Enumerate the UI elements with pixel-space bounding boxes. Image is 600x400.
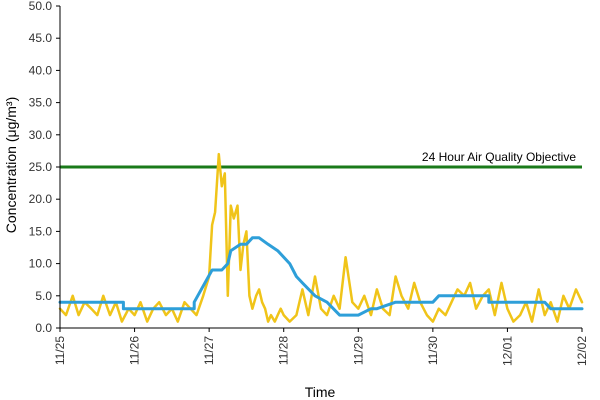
- x-tick-label: 11/28: [277, 336, 291, 365]
- x-tick-label: 12/01: [500, 336, 514, 366]
- y-tick-label: 5.0: [35, 289, 52, 303]
- y-axis-ticks: 0.0 5.0 10.0 15.0 20.0 25.0 30.0 35.0 40.0 45.0 50…: [29, 0, 60, 335]
- x-tick-label: 11/27: [202, 336, 216, 365]
- y-tick-label: 35.0: [29, 96, 53, 110]
- x-tick-label: 12/02: [575, 336, 589, 366]
- x-axis-ticks: 11/25 11/26 11/27 11/28 11/29 11/30 12/01 12/02: [53, 328, 589, 366]
- y-tick-label: 25.0: [29, 160, 53, 174]
- y-tick-label: 45.0: [29, 31, 53, 45]
- x-axis-title: Time: [305, 384, 336, 400]
- x-tick-label: 11/25: [53, 336, 67, 365]
- x-tick-label: 11/29: [351, 336, 365, 365]
- y-tick-label: 40.0: [29, 63, 53, 77]
- y-tick-label: 50.0: [29, 0, 53, 13]
- rolling-average-series: [58, 236, 584, 317]
- x-tick-label: 11/26: [128, 336, 142, 365]
- reference-line-group: 24 Hour Air Quality Objective: [60, 150, 582, 169]
- y-tick-label: 15.0: [29, 224, 53, 238]
- reference-line-label: 24 Hour Air Quality Objective: [422, 150, 576, 164]
- y-axis-title: Concentration (μg/m³): [3, 97, 19, 233]
- hourly-concentration-series: [58, 152, 584, 323]
- y-tick-label: 0.0: [35, 321, 52, 335]
- y-tick-label: 20.0: [29, 192, 53, 206]
- y-tick-label: 10.0: [29, 257, 53, 271]
- y-tick-label: 30.0: [29, 128, 53, 142]
- x-tick-label: 11/30: [426, 336, 440, 365]
- series-group: [58, 152, 584, 323]
